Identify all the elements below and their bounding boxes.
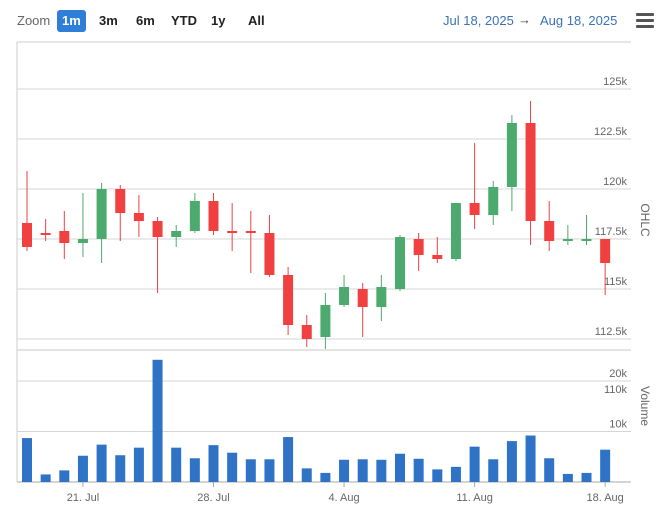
ohlc-series [22,101,611,349]
candle-body [357,289,368,307]
candle-body [413,239,424,255]
candle-body [227,231,238,233]
volume-bar [208,445,219,482]
zoom-button-6m[interactable]: 6m [136,13,155,28]
volume-bar [133,447,144,482]
volume-bar [115,455,126,482]
price-tick-label: 125k [603,76,627,88]
volume-bar [40,474,51,482]
volume-bar [525,435,536,482]
volume-axis-title: Volume [638,386,652,426]
volume-bar [22,438,32,482]
volume-bar [227,452,238,482]
volume-tick-label: 10k [609,419,627,431]
candle-body [432,255,443,259]
chart-toolbar: Zoom 1m 3m 6m YTD 1y All Jul 18, 2025 → Aug 1… [0,0,659,42]
volume-tick-label: 110k [604,384,628,396]
range-arrow: → [518,12,531,27]
volume-bar [469,446,480,482]
volume-bar [544,458,555,482]
candle-body [208,201,219,231]
candle-body [40,233,51,235]
volume-bar [581,472,592,482]
volume-bar [488,459,499,482]
volume-bar [152,359,163,482]
candle-body [245,231,256,233]
price-tick-label: 112.5k [595,326,628,338]
price-tick-label: 115k [604,276,628,288]
candle-body [581,239,592,241]
volume-bar [357,459,368,482]
volume-bar [171,447,182,482]
volume-bar [339,459,350,482]
candle-body [152,221,163,237]
zoom-button-1m[interactable]: 1m [57,10,86,32]
volume-series [22,359,611,482]
candle-body [283,275,294,325]
zoom-button-all[interactable]: All [248,13,265,28]
volume-bar [395,453,405,482]
zoom-button-ytd[interactable]: YTD [171,13,197,28]
volume-bar [506,441,517,482]
price-tick-label: 117.5k [595,226,628,238]
candle-body [450,203,461,259]
candle-body [59,231,70,243]
candle-body [264,233,275,275]
candle-body [133,213,144,221]
volume-tick-label: 20k [609,368,627,380]
candle-body [562,239,573,241]
candle-body [488,187,499,215]
volume-bar [59,470,70,482]
candle-body [301,325,312,339]
volume-bar [376,459,387,482]
volume-bar [301,468,312,482]
hamburger-menu-icon[interactable] [636,13,654,29]
candle-body [525,123,536,221]
zoom-button-1y[interactable]: 1y [211,13,226,28]
zoom-label: Zoom [17,13,51,28]
price-tick-label: 122.5k [594,126,628,138]
candle-body [544,221,555,241]
candle-body [171,231,182,237]
x-tick-label: 21. Jul [67,492,99,504]
range-from-date[interactable]: Jul 18, 2025 [443,13,514,28]
volume-bar [245,459,256,482]
volume-bar [562,473,573,482]
candle-body [469,203,480,215]
candle-body [339,287,350,305]
candle-body [600,239,611,263]
volume-bar [189,458,200,482]
candle-body [320,305,331,337]
candle-body [115,189,126,213]
candle-body [96,189,107,239]
price-tick-label: 120k [603,176,627,188]
candle-body [22,223,32,247]
zoom-button-3m[interactable]: 3m [99,13,118,28]
volume-bar [413,458,424,482]
x-tick-label: 28. Jul [197,492,229,504]
volume-bar [96,444,107,482]
volume-bar [450,466,461,482]
candle-body [189,201,200,231]
range-to-date[interactable]: Aug 18, 2025 [540,13,618,28]
candle-body [506,123,517,187]
volume-bar [600,449,611,482]
candle-body [77,239,88,243]
candle-body [376,287,387,307]
axes: 112.5k 115k 117.5k 120k 122.5k 125k 10k 20k 110k… [67,76,652,504]
volume-bar [320,472,331,482]
volume-bar [77,455,88,482]
x-tick-label: 4. Aug [328,492,359,504]
volume-bar [283,437,294,482]
candle-body [395,237,405,289]
x-tick-label: 18. Aug [586,492,623,504]
x-tick-label: 11. Aug [456,492,493,504]
grid-lines [16,41,631,483]
volume-bar [264,459,275,482]
ohlc-axis-title: OHLC [638,203,652,237]
volume-bar [432,469,443,482]
